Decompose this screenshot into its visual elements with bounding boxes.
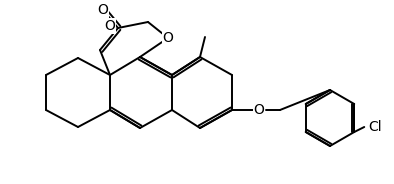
Text: O: O [254, 103, 264, 117]
Text: O: O [163, 31, 173, 45]
Text: O: O [104, 19, 115, 33]
Text: O: O [98, 3, 108, 17]
Text: Cl: Cl [368, 120, 382, 134]
